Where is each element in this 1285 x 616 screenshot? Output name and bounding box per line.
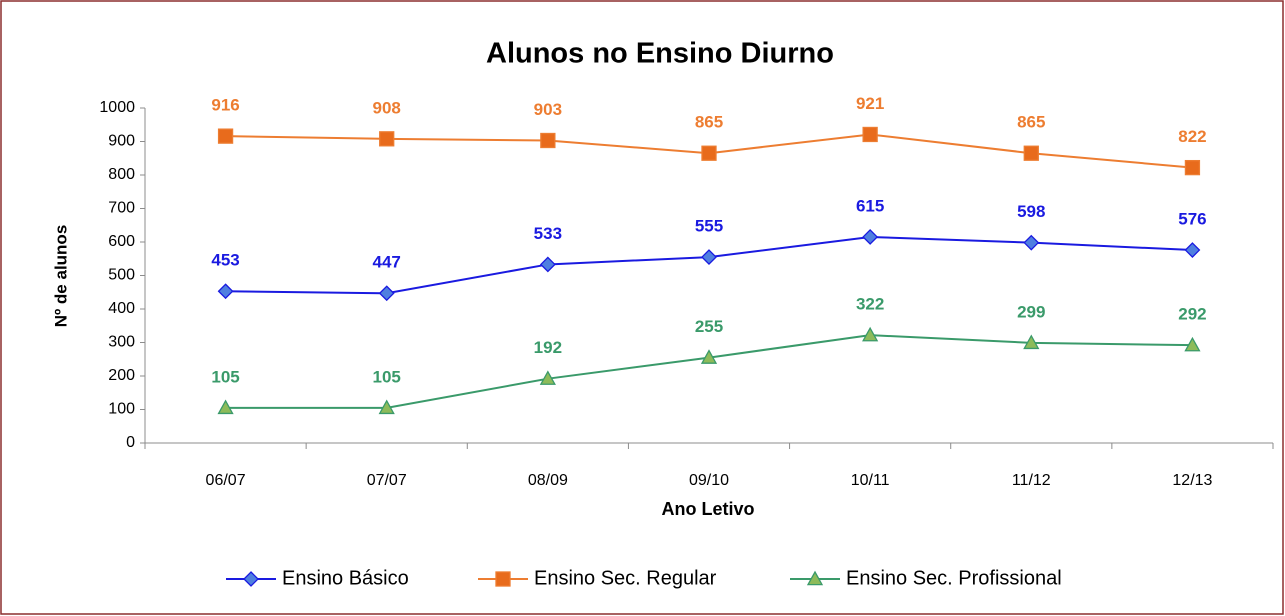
data-label: 447 xyxy=(373,253,401,272)
data-label: 105 xyxy=(211,367,239,386)
x-tick-label: 10/11 xyxy=(851,472,890,489)
marker xyxy=(1184,336,1201,352)
marker xyxy=(217,399,234,415)
marker xyxy=(1023,145,1039,161)
data-label: 822 xyxy=(1178,127,1206,146)
data-label: 865 xyxy=(695,113,723,132)
y-tick-label: 1000 xyxy=(99,99,135,116)
x-tick-label: 06/07 xyxy=(206,472,246,489)
y-tick-label: 700 xyxy=(108,200,135,217)
x-axis-title: Ano Letivo xyxy=(662,499,755,519)
legend-label: Ensino Básico xyxy=(282,567,409,589)
legend-label: Ensino Sec. Profissional xyxy=(846,567,1062,589)
data-label: 555 xyxy=(695,217,723,236)
y-tick-label: 100 xyxy=(108,401,135,418)
y-axis-title: Nº de alunos xyxy=(51,225,70,328)
y-tick-label: 800 xyxy=(108,166,135,183)
data-label: 255 xyxy=(695,317,723,336)
x-tick-label: 09/10 xyxy=(689,472,729,489)
data-label: 453 xyxy=(211,251,239,270)
y-tick-label: 200 xyxy=(108,367,135,384)
x-tick-label: 12/13 xyxy=(1172,472,1212,489)
marker xyxy=(806,570,824,586)
data-label: 598 xyxy=(1017,202,1045,221)
marker xyxy=(862,326,879,342)
data-label: 322 xyxy=(856,295,884,314)
x-tick-label: 07/07 xyxy=(367,472,407,489)
x-tick-label: 08/09 xyxy=(528,472,568,489)
marker xyxy=(495,571,511,587)
marker xyxy=(701,249,717,265)
data-label: 192 xyxy=(534,338,562,357)
marker xyxy=(379,131,395,147)
marker xyxy=(1184,242,1201,258)
marker xyxy=(217,283,234,300)
marker xyxy=(378,285,395,302)
marker xyxy=(539,256,556,273)
data-label: 903 xyxy=(534,100,562,119)
marker xyxy=(701,145,717,161)
data-label: 865 xyxy=(1017,113,1045,132)
y-tick-label: 600 xyxy=(108,233,135,250)
data-label: 292 xyxy=(1178,305,1206,324)
y-tick-label: 300 xyxy=(108,334,135,351)
data-label: 615 xyxy=(856,196,884,215)
marker xyxy=(540,132,556,149)
data-label: 908 xyxy=(373,98,401,117)
y-tick-label: 900 xyxy=(108,133,135,150)
data-label: 105 xyxy=(373,367,401,386)
marker xyxy=(1184,159,1201,176)
y-tick-label: 400 xyxy=(108,300,135,317)
x-tick-label: 11/12 xyxy=(1012,472,1051,489)
marker xyxy=(862,229,879,245)
marker xyxy=(243,571,259,587)
chart-title: Alunos no Ensino Diurno xyxy=(486,38,834,70)
data-label: 576 xyxy=(1178,210,1206,229)
data-label: 916 xyxy=(211,96,239,115)
marker xyxy=(378,399,395,415)
legend-label: Ensino Sec. Regular xyxy=(534,567,717,589)
data-label: 299 xyxy=(1017,302,1045,321)
data-label: 533 xyxy=(534,224,562,243)
marker xyxy=(539,370,556,385)
marker xyxy=(217,128,234,144)
marker xyxy=(1023,334,1040,350)
marker xyxy=(700,349,718,364)
y-tick-label: 0 xyxy=(126,434,135,451)
marker xyxy=(1023,234,1040,251)
data-label: 921 xyxy=(856,94,884,113)
marker xyxy=(862,126,878,143)
y-tick-label: 500 xyxy=(108,267,135,284)
